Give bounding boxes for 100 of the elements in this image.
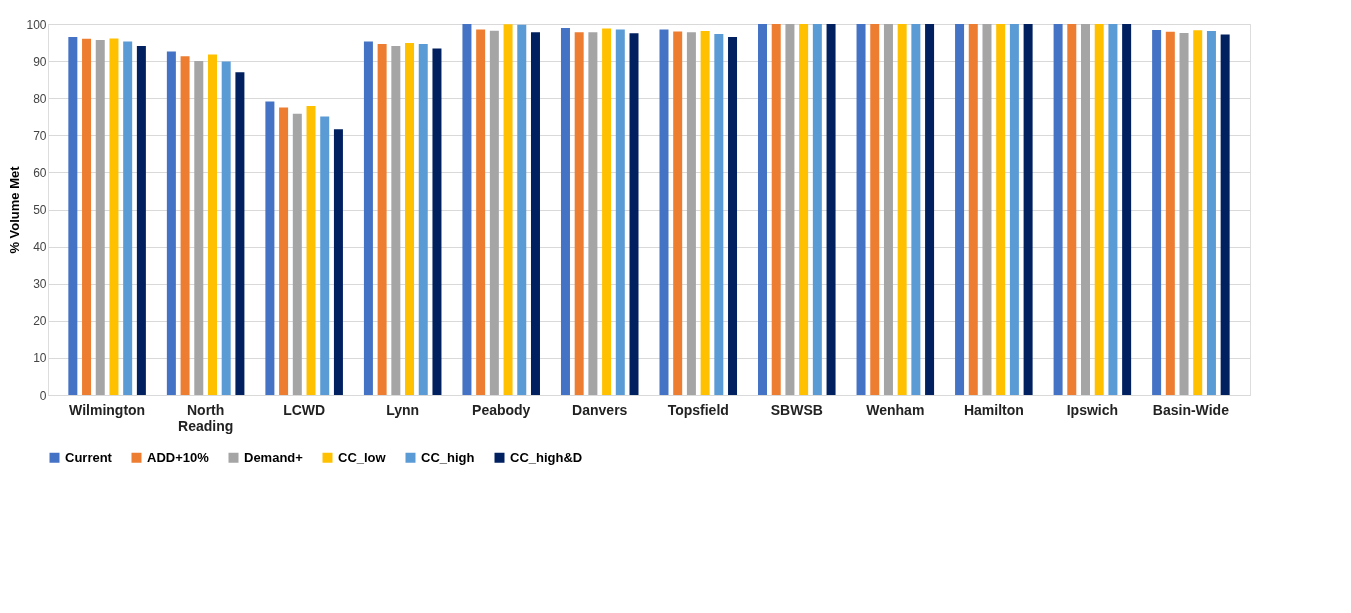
bar (1053, 24, 1063, 395)
bar (897, 24, 907, 395)
bar (82, 38, 92, 395)
legend-label: CC_high (421, 449, 475, 465)
bar (503, 24, 513, 395)
y-tick-label: 30 (33, 277, 47, 292)
bar (1122, 24, 1132, 395)
bar (856, 24, 866, 395)
bar (363, 41, 373, 395)
x-tick-label: Wenham (866, 401, 925, 418)
y-tick-label: 80 (33, 91, 47, 106)
bar (405, 42, 415, 395)
bar (982, 24, 992, 395)
y-tick-label: 10 (33, 351, 47, 366)
bar (489, 30, 499, 395)
bar (123, 41, 133, 395)
bar (1179, 32, 1189, 395)
y-tick-label: 60 (33, 165, 47, 180)
bar (68, 36, 78, 395)
bar (109, 38, 119, 395)
x-tick-label: Danvers (572, 401, 628, 418)
x-tick-label: Ipswich (1066, 401, 1119, 418)
bar (673, 31, 683, 395)
bar (462, 24, 472, 395)
x-tick-label: SBWSB (770, 401, 823, 418)
bar (799, 24, 809, 395)
legend-label: CC_high&D (510, 449, 583, 465)
x-tick-label: Topsfield (667, 401, 729, 418)
y-tick-label: 20 (33, 314, 47, 329)
bar (320, 116, 330, 395)
bar (95, 39, 105, 395)
bar (714, 34, 724, 395)
bar (1023, 24, 1033, 395)
legend-label: Current (65, 449, 113, 465)
bar (221, 61, 231, 395)
bar (574, 32, 584, 395)
bar (968, 24, 978, 395)
bar (602, 28, 612, 395)
bar (530, 32, 540, 395)
x-tick-label: North Reading (178, 401, 234, 434)
bar (560, 28, 570, 395)
x-tick-label: Peabody (472, 401, 531, 418)
bar (207, 54, 217, 395)
y-tick-label: 100 (26, 17, 47, 32)
bar (659, 29, 669, 395)
bar (996, 24, 1006, 395)
bar (235, 72, 245, 395)
bar (391, 45, 401, 395)
bar (629, 33, 639, 395)
bar (166, 51, 176, 395)
bar (588, 32, 598, 395)
bar (1165, 31, 1175, 395)
bar (180, 56, 190, 395)
bar (517, 24, 527, 395)
bar (418, 44, 428, 395)
y-tick-label: 0 (39, 388, 47, 403)
bar (194, 61, 204, 395)
legend-label: Demand+ (244, 449, 304, 465)
x-tick-label: Hamilton (963, 401, 1024, 418)
bar (826, 24, 836, 395)
bar (911, 24, 921, 395)
y-axis-title: % Volume Met (7, 165, 23, 254)
x-tick-label: LCWD (283, 401, 326, 418)
bar (812, 24, 822, 395)
bar (1152, 29, 1162, 395)
bar (1067, 24, 1077, 395)
bar (377, 44, 387, 395)
bar (333, 129, 343, 395)
bar (728, 36, 738, 395)
bar (1193, 30, 1203, 395)
bar (265, 101, 275, 395)
bar (292, 113, 302, 395)
x-tick-label: Lynn (386, 401, 420, 418)
y-tick-label: 90 (33, 54, 47, 69)
bar (306, 105, 316, 395)
bar (955, 24, 965, 395)
legend-label: CC_low (338, 449, 387, 465)
bar (925, 24, 935, 395)
bar (686, 32, 696, 395)
bar (1009, 24, 1019, 395)
y-tick-label: 40 (33, 240, 47, 255)
bar (700, 31, 710, 395)
bar (432, 48, 442, 395)
bar (883, 24, 893, 395)
bar (279, 107, 289, 395)
bar (136, 45, 146, 395)
legend-label: ADD+10% (147, 449, 210, 465)
bar (1108, 24, 1118, 395)
bar (1081, 24, 1091, 395)
bar (615, 29, 625, 395)
y-tick-label: 70 (33, 128, 47, 143)
x-tick-label: Basin-Wide (1152, 401, 1230, 418)
y-tick-label: 50 (33, 203, 47, 217)
bar (1094, 24, 1104, 395)
bar (870, 24, 880, 395)
bar (785, 24, 795, 395)
bar (1206, 31, 1216, 395)
bar (476, 29, 486, 395)
bar (771, 24, 781, 395)
x-tick-label: Wilmington (69, 401, 146, 418)
